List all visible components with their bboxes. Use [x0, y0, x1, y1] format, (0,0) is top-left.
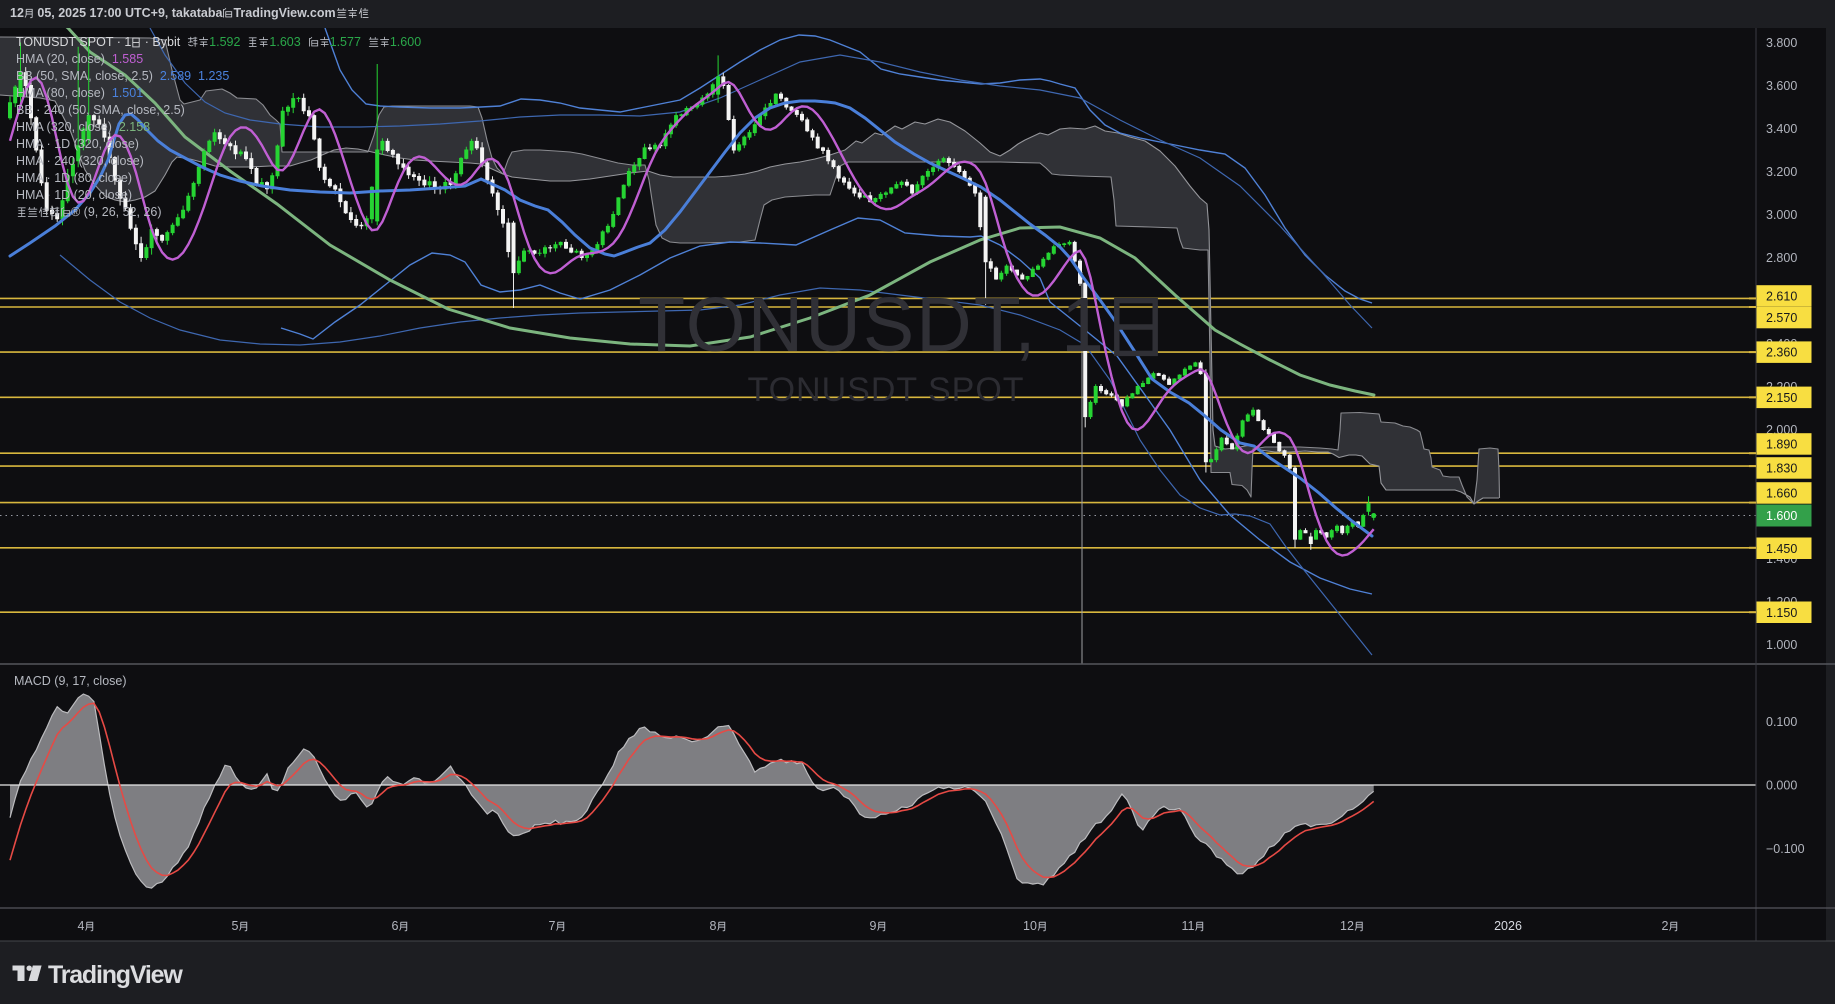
svg-text:1.830: 1.830	[1766, 462, 1797, 476]
svg-text:1.450: 1.450	[1766, 542, 1797, 556]
svg-text:1.890: 1.890	[1766, 438, 1797, 452]
svg-text:3.400: 3.400	[1766, 122, 1797, 136]
svg-text:3.600: 3.600	[1766, 79, 1797, 93]
svg-text:2.570: 2.570	[1766, 311, 1797, 325]
svg-text:1.000: 1.000	[1766, 638, 1797, 652]
svg-text:−0.100: −0.100	[1766, 842, 1805, 856]
svg-text:2.610: 2.610	[1766, 290, 1797, 304]
svg-text:3.200: 3.200	[1766, 165, 1797, 179]
svg-text:2.150: 2.150	[1766, 391, 1797, 405]
svg-text:1.660: 1.660	[1766, 487, 1797, 501]
svg-text:3.800: 3.800	[1766, 36, 1797, 50]
svg-text:3.000: 3.000	[1766, 208, 1797, 222]
svg-text:2.800: 2.800	[1766, 251, 1797, 265]
svg-text:0.100: 0.100	[1766, 715, 1797, 729]
svg-text:2.360: 2.360	[1766, 346, 1797, 360]
svg-text:0.000: 0.000	[1766, 779, 1797, 793]
svg-text:1.150: 1.150	[1766, 606, 1797, 620]
svg-text:1.600: 1.600	[1766, 509, 1797, 523]
